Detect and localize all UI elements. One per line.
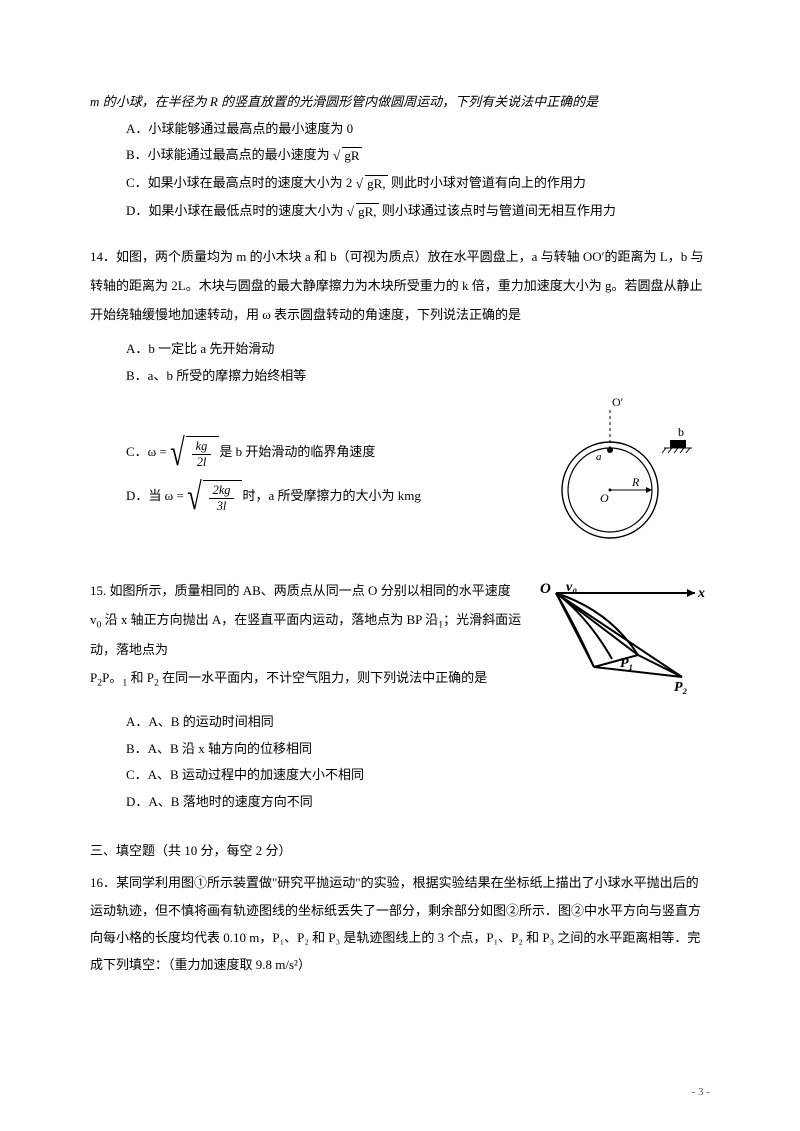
- q15-stem2-mid: P。: [102, 670, 122, 685]
- q15-stem2-post2: 在同一水平面内，不计空气阻力，则下列说法中正确的是: [159, 670, 487, 685]
- q15-block: 15. 如图所示，质量相同的 AB、两质点从同一点 O 分别以相同的水平速度 v…: [90, 577, 710, 814]
- label-r: R: [631, 475, 640, 489]
- q13-d-post: 则小球通过该点时与管道间无相互作用力: [379, 203, 616, 218]
- label-p2: P₂: [674, 680, 688, 695]
- q13-c-rad: gR,: [365, 175, 387, 191]
- sqrt-gR-icon: gR: [333, 143, 362, 169]
- q14-d-post: 时，a 所受摩擦力的大小为 kmg: [242, 484, 420, 509]
- label-a: a: [596, 451, 602, 463]
- label-x: x: [697, 586, 705, 601]
- q13-stem-continuation: m 的小球，在半径为 R 的竖直放置的光滑圆形管内做圆周运动，下列有关说法中正确…: [90, 90, 710, 115]
- q14-option-c: C．ω = √ kg 2l 是 b 开始滑动的临界角速度: [126, 434, 540, 472]
- q14-c-post: 是 b 开始滑动的临界角速度: [219, 440, 375, 465]
- q13-options: A．小球能够通过最高点的最小速度为 0 B．小球能通过最高点的最小速度为 gR …: [126, 117, 710, 226]
- q15-stem: 15. 如图所示，质量相同的 AB、两质点从同一点 O 分别以相同的水平速度 v…: [90, 577, 524, 694]
- sqrt-gR-icon: gR,: [347, 199, 379, 225]
- q13-option-d: D．如果小球在最低点时的速度大小为 gR, 则小球通过该点时与管道间无相互作用力: [126, 199, 710, 225]
- label-o-prime: O′: [612, 395, 624, 409]
- q14-c-num: kg: [192, 439, 212, 455]
- q15-figure: O v₀ x P₁ P₂: [530, 577, 710, 706]
- q13-c-pre: C．如果小球在最高点时的速度大小为 2: [126, 175, 356, 190]
- q13-d-rad: gR,: [356, 203, 378, 219]
- fraction-icon: 2kg 3l: [209, 483, 235, 514]
- hatch-icon: [674, 448, 678, 453]
- big-sqrt-icon: √ kg 2l: [167, 434, 220, 472]
- arrowhead-icon: [646, 487, 652, 493]
- q14-d-num: 2kg: [209, 483, 235, 499]
- q15-stem-mid1: 沿 x 轴正方向抛出 A，在竖直平面内运动，落地点为 BP 沿: [101, 612, 438, 627]
- q13-option-a: A．小球能够通过最高点的最小速度为 0: [126, 117, 710, 142]
- q15-option-d: D．A、B 落地时的速度方向不同: [126, 790, 710, 815]
- section-3-heading: 三、填空题（共 10 分，每空 2 分）: [90, 839, 710, 864]
- q13-d-pre: D．如果小球在最低点时的速度大小为: [126, 203, 347, 218]
- q14-option-a: A．b 一定比 a 先开始滑动: [126, 337, 710, 362]
- label-o: O: [600, 491, 609, 505]
- q13-option-c: C．如果小球在最高点时的速度大小为 2 gR, 则此时小球对管道有向上的作用力: [126, 171, 710, 197]
- page-number: - 3 -: [692, 1082, 710, 1103]
- q15-option-b: B．A、B 沿 x 轴方向的位移相同: [126, 737, 710, 762]
- q16-stem: 16．某同学利用图①所示装置做"研究平抛运动"的实验，根据实验结果在坐标纸上描出…: [90, 869, 710, 978]
- center-dot-icon: [609, 489, 612, 492]
- q13-c-post: 则此时小球对管道有向上的作用力: [388, 175, 586, 190]
- q14-c-den: 2l: [192, 455, 212, 470]
- q15-option-c: C．A、B 运动过程中的加速度大小不相同: [126, 763, 710, 788]
- q15-stem2-post: 和 P: [127, 670, 154, 685]
- block-b: [670, 440, 686, 448]
- q15-options: A．A、B 的运动时间相同 B．A、B 沿 x 轴方向的位移相同 C．A、B 运…: [126, 710, 710, 815]
- label-p1: P₁: [620, 656, 633, 671]
- q14-block: 14．如图，两个质量均为 m 的小木块 a 和 b（可视为质点）放在水平圆盘上，…: [90, 243, 710, 559]
- hatch-icon: [686, 448, 690, 453]
- q14-c-pre: C．ω =: [126, 440, 167, 465]
- hatch-icon: [662, 448, 666, 453]
- q14-options: A．b 一定比 a 先开始滑动 B．a、b 所受的摩擦力始终相等 C．ω = √…: [126, 337, 710, 559]
- q13-stem-text: m 的小球，在半径为 R 的竖直放置的光滑圆形管内做圆周运动，下列有关说法中正确…: [90, 94, 598, 109]
- fraction-icon: kg 2l: [192, 439, 212, 470]
- q13-b-rad: gR: [342, 147, 361, 163]
- q13-option-b: B．小球能通过最高点的最小速度为 gR: [126, 143, 710, 169]
- big-sqrt-icon: √ 2kg 3l: [184, 478, 243, 516]
- q14-d-pre: D．当 ω =: [126, 484, 184, 509]
- q14-stem: 14．如图，两个质量均为 m 的小木块 a 和 b（可视为质点）放在水平圆盘上，…: [90, 243, 710, 329]
- arrowhead-icon: [687, 589, 695, 597]
- sqrt-gR-icon: gR,: [356, 171, 388, 197]
- hatch-icon: [668, 448, 672, 453]
- q14-d-den: 3l: [209, 499, 235, 514]
- hatch-icon: [680, 448, 684, 453]
- q13-b-pre: B．小球能通过最高点的最小速度为: [126, 147, 333, 162]
- block-a-dot: [607, 447, 613, 453]
- q14-option-b: B．a、b 所受的摩擦力始终相等: [126, 364, 710, 389]
- q14-option-d: D．当 ω = √ 2kg 3l 时，a 所受摩擦力的大小为 kmg: [126, 478, 540, 516]
- label-O: O: [540, 581, 551, 597]
- label-b: b: [678, 425, 684, 439]
- edge-right: [556, 593, 682, 677]
- q14-figure: O′ b a: [540, 390, 710, 559]
- q15-option-a: A．A、B 的运动时间相同: [126, 710, 710, 735]
